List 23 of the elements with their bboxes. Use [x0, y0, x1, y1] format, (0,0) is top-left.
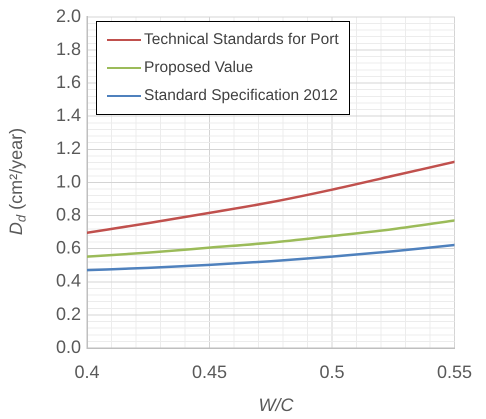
y-axis-title: Dd (cm²/year) [6, 128, 29, 236]
line-series [87, 160, 454, 234]
y-tick-label: 0.0 [56, 336, 81, 357]
y-tick-label: 1.2 [56, 138, 81, 158]
y-tick-label: 0.4 [56, 270, 81, 291]
legend-label: Standard Specification 2012 [144, 86, 338, 106]
y-tick-label: 0.8 [56, 204, 81, 224]
x-tick-label: 0.45 [192, 362, 228, 382]
line-series [87, 219, 454, 258]
x-axis-title: W/C [258, 395, 294, 415]
y-tick-label: 1.6 [56, 72, 81, 92]
x-tick-label: 0.55 [436, 362, 472, 382]
line-series [87, 244, 454, 272]
y-tick-label: 0.2 [56, 304, 81, 324]
x-tick-label: 0.4 [74, 362, 100, 382]
y-tick-label: 1.4 [56, 105, 81, 126]
y-tick-label: 1.8 [56, 38, 81, 59]
legend-label: Proposed Value [144, 58, 254, 78]
legend-label: Technical Standards for Port [144, 30, 339, 50]
y-tick-label: 1.0 [56, 171, 81, 192]
x-tick-label: 0.5 [319, 362, 345, 382]
y-tick-label: 0.6 [56, 238, 81, 258]
y-tick-label: 2.0 [56, 6, 81, 26]
